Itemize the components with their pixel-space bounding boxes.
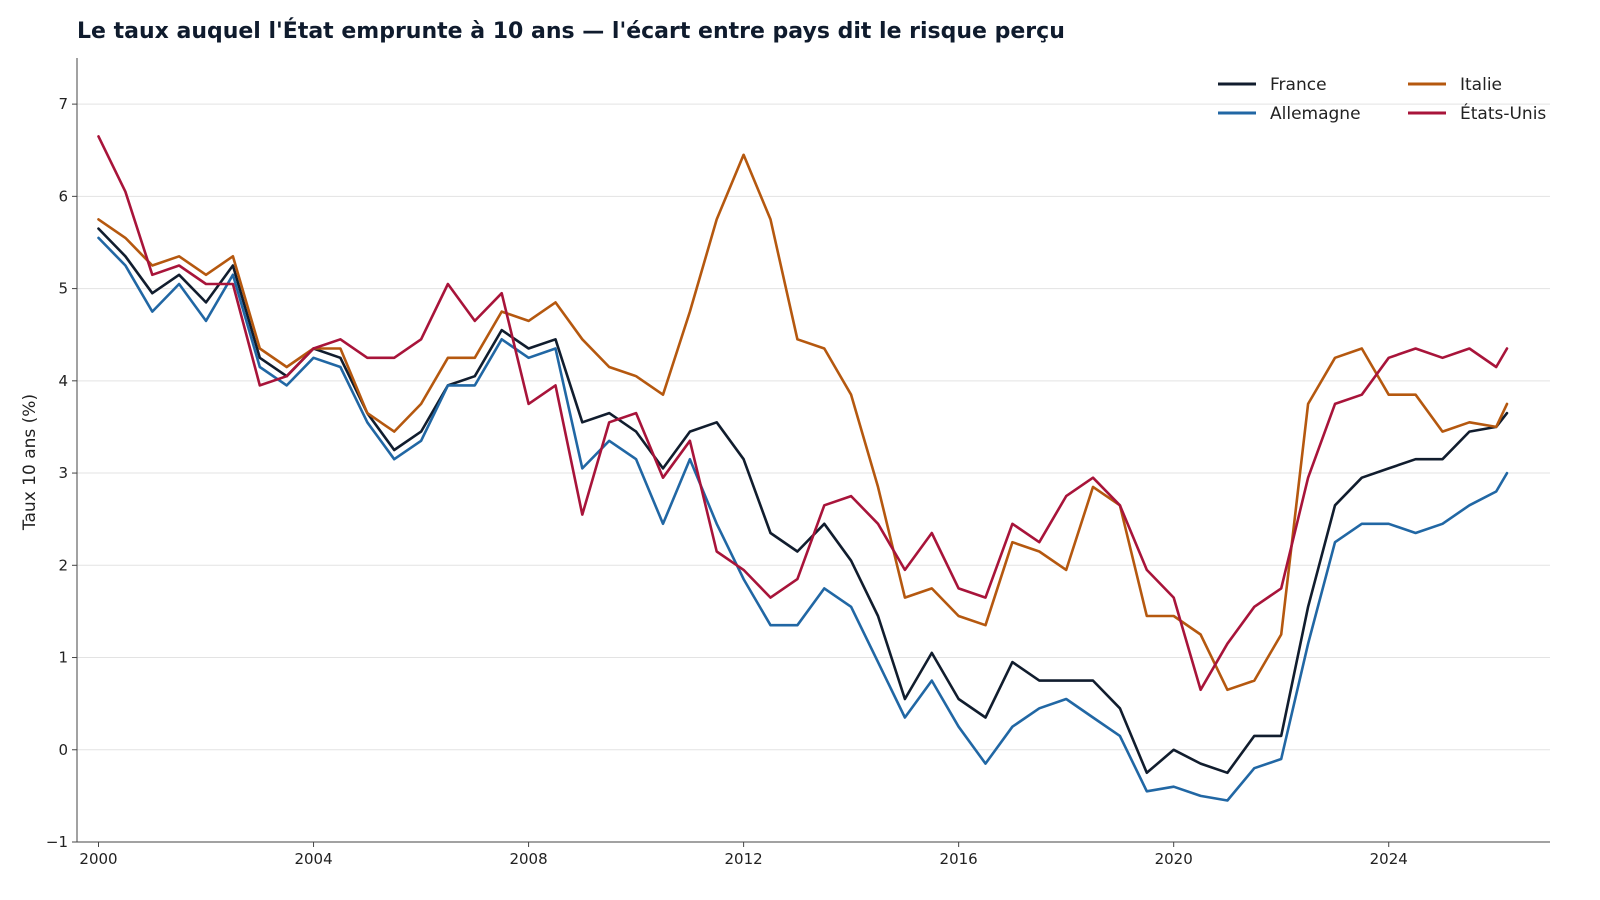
x-tick-label: 2000	[79, 850, 117, 868]
y-tick-label: 1	[58, 649, 68, 667]
series-line-france	[97, 227, 1509, 775]
y-tick-label: 2	[58, 556, 68, 574]
x-tick-label: 2016	[940, 850, 978, 868]
x-tick-label: 2004	[294, 850, 332, 868]
y-tick-label: 4	[58, 372, 68, 390]
series-lines	[97, 135, 1509, 802]
series-line-italie	[97, 153, 1509, 692]
legend-label-italie: Italie	[1460, 75, 1502, 95]
series-line-allemagne	[97, 236, 1509, 802]
legend: France Allemagne Italie États-Unis	[1218, 75, 1546, 124]
x-tick-label: 2020	[1155, 850, 1193, 868]
y-tick-label: 3	[58, 464, 68, 482]
grid-lines	[77, 103, 1550, 843]
legend-label-france: France	[1270, 75, 1327, 95]
y-axis-label: Taux 10 ans (%)	[20, 394, 40, 531]
axes	[76, 58, 1550, 843]
y-axis-ticks: −1 0 1 2 3 4 5 6 7	[46, 95, 77, 851]
x-tick-label: 2012	[725, 850, 763, 868]
x-axis-ticks: 2000 2004 2008 2012 2016 2020 2024	[79, 842, 1408, 868]
y-tick-label: 5	[58, 280, 68, 298]
x-tick-label: 2008	[509, 850, 547, 868]
series-line-etats-unis	[97, 135, 1509, 692]
y-tick-label: 7	[58, 95, 68, 113]
y-tick-label: 6	[58, 187, 68, 205]
legend-label-allemagne: Allemagne	[1270, 104, 1361, 124]
y-tick-label: −1	[46, 833, 68, 851]
x-tick-label: 2024	[1370, 850, 1408, 868]
y-tick-label: 0	[58, 741, 68, 759]
legend-label-etats-unis: États-Unis	[1460, 102, 1546, 124]
chart-title: Le taux auquel l'État emprunte à 10 ans …	[77, 18, 1065, 44]
